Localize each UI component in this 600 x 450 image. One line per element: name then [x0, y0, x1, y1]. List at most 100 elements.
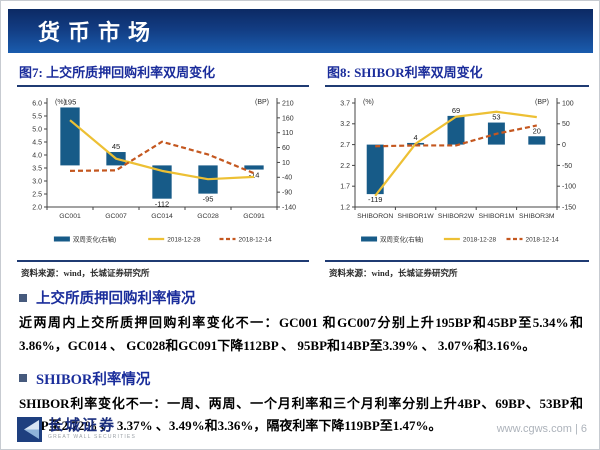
svg-text:1.7: 1.7: [340, 184, 350, 191]
svg-text:2.0: 2.0: [32, 204, 42, 211]
svg-text:1.2: 1.2: [340, 204, 350, 211]
figure-8-title: 图8: SHIBOR利率双周变化: [325, 61, 589, 87]
svg-text:-50: -50: [562, 163, 572, 170]
svg-text:GC091: GC091: [243, 213, 265, 220]
logo-name: 长城证券: [48, 416, 117, 434]
svg-text:(%): (%): [55, 99, 66, 106]
svg-text:45: 45: [112, 142, 120, 151]
svg-text:2.7: 2.7: [340, 142, 350, 149]
bar: [366, 144, 384, 195]
bar: [60, 107, 80, 166]
svg-text:4.5: 4.5: [32, 139, 42, 146]
figure-8-chart: 3.7 3.2 2.7 2.2 1.7 1.2 100 50 0 -50 -100 -150 (%) (B…: [340, 98, 576, 244]
svg-text:-150: -150: [562, 204, 576, 211]
svg-text:SHIBORON: SHIBORON: [357, 213, 393, 220]
svg-text:0: 0: [562, 142, 566, 149]
svg-text:20: 20: [533, 126, 541, 135]
section-repo-heading-label: 上交所质押回购利率情况: [36, 291, 196, 307]
figures-row: 图7: 上交所质押回购利率双周变化 6.0 5.5 5.0 4.5 4.0 3.5 3.0 2…: [17, 61, 589, 279]
company-logo: 长城证券 GREAT WALL SECURITIES: [17, 416, 136, 442]
svg-text:双周变化(右轴): 双周变化(右轴): [380, 235, 423, 244]
bar: [528, 136, 546, 145]
slide-header: 货币市场: [8, 9, 593, 53]
section-shibor-body: SHIBOR利率变化不一：一周、两周、一个月利率和三个月利率分别上升4BP、69…: [19, 395, 583, 434]
svg-text:(%): (%): [363, 99, 374, 106]
svg-text:2018-12-14: 2018-12-14: [239, 237, 273, 244]
svg-text:GC014: GC014: [151, 213, 173, 220]
bar: [447, 115, 465, 145]
svg-text:GC007: GC007: [105, 213, 127, 220]
svg-text:4.0: 4.0: [32, 152, 42, 159]
svg-text:53: 53: [492, 113, 500, 122]
svg-text:-112: -112: [155, 200, 169, 209]
svg-text:GC028: GC028: [197, 213, 219, 220]
bar-series: [366, 115, 546, 195]
line-series: [374, 110, 537, 197]
svg-text:SHIBOR1M: SHIBOR1M: [479, 213, 515, 220]
text-sections: 上交所质押回购利率情况 近两周内上交所质押回购利率变化不一：GC001 和GC0…: [19, 283, 583, 448]
svg-text:-40: -40: [282, 175, 292, 182]
svg-text:6.0: 6.0: [32, 100, 42, 107]
square-bullet-icon: [19, 374, 27, 382]
svg-text:3.7: 3.7: [340, 100, 350, 107]
line-series: [375, 124, 538, 148]
section-repo-body: 近两周内上交所质押回购利率变化不一：GC001 和GC007分别上升195BP和…: [19, 315, 583, 353]
svg-text:2018-12-28: 2018-12-28: [463, 237, 497, 244]
svg-text:3.5: 3.5: [32, 165, 42, 172]
bar-series: [60, 107, 264, 199]
svg-text:-95: -95: [203, 195, 214, 204]
page-url-and-number: www.cgws.com | 6: [496, 423, 587, 435]
svg-text:SHIBOR2W: SHIBOR2W: [438, 213, 475, 220]
svg-text:50: 50: [562, 121, 570, 128]
figure-8: 图8: SHIBOR利率双周变化 3.7 3.2 2.7 2.2 1.7 1.2 100 50…: [325, 61, 589, 279]
slide-footer: 长城证券 GREAT WALL SECURITIES www.cgws.com …: [17, 413, 587, 445]
svg-text:4: 4: [414, 133, 418, 142]
svg-text:2.5: 2.5: [32, 191, 42, 198]
bar: [244, 165, 264, 170]
bar: [152, 165, 172, 199]
svg-text:-90: -90: [282, 190, 292, 197]
svg-text:(BP): (BP): [535, 99, 549, 106]
great-wall-logo-icon: [17, 416, 42, 442]
figure-7-title: 图7: 上交所质押回购利率双周变化: [17, 61, 309, 87]
svg-text:-140: -140: [282, 204, 296, 211]
section-repo-heading: 上交所质押回购利率情况: [19, 287, 583, 308]
svg-text:60: 60: [282, 145, 290, 152]
page-title: 货币市场: [38, 20, 159, 46]
svg-text:100: 100: [562, 100, 574, 107]
svg-text:3.0: 3.0: [32, 178, 42, 185]
svg-text:GC001: GC001: [59, 213, 81, 220]
figure-7-source: 资料来源：wind，长城证券研究所: [17, 260, 309, 279]
svg-text:-100: -100: [562, 184, 576, 191]
chart-legend: 双周变化(右轴) 2018-12-28 2018-12-14: [361, 235, 559, 244]
logo-text-block: 长城证券 GREAT WALL SECURITIES: [48, 418, 136, 440]
figure-7-chart: 6.0 5.5 5.0 4.5 4.0 3.5 3.0 2.5 2.0 210 160 110 60 10…: [32, 97, 296, 244]
chart-legend: 双周变化(右轴) 2018-12-28 2018-12-14: [53, 235, 273, 244]
section-shibor-heading-label: SHIBOR利率情况: [36, 371, 151, 388]
section-shibor: SHIBOR利率情况 SHIBOR利率变化不一：一周、两周、一个月利率和三个月利…: [19, 368, 583, 439]
svg-text:195: 195: [64, 97, 77, 106]
svg-text:-119: -119: [368, 195, 382, 204]
svg-text:SHIBOR3M: SHIBOR3M: [519, 213, 555, 220]
svg-text:160: 160: [282, 115, 294, 122]
svg-text:3.2: 3.2: [340, 121, 350, 128]
section-repo: 上交所质押回购利率情况 近两周内上交所质押回购利率变化不一：GC001 和GC0…: [19, 287, 583, 358]
section-shibor-heading: SHIBOR利率情况: [19, 368, 583, 389]
svg-text:110: 110: [282, 130, 293, 137]
svg-text:双周变化(右轴): 双周变化(右轴): [73, 235, 116, 244]
figure-7: 图7: 上交所质押回购利率双周变化 6.0 5.5 5.0 4.5 4.0 3.5 3.0 2…: [17, 61, 309, 279]
logo-subtitle: GREAT WALL SECURITIES: [48, 434, 136, 440]
svg-text:2018-12-28: 2018-12-28: [167, 237, 201, 244]
svg-text:(BP): (BP): [255, 99, 269, 106]
square-bullet-icon: [19, 293, 27, 302]
svg-text:69: 69: [452, 106, 460, 115]
svg-text:-14: -14: [249, 171, 260, 180]
svg-text:210: 210: [282, 100, 294, 107]
figure-8-source: 资料来源：wind，长城证券研究所: [325, 260, 589, 279]
svg-text:5.5: 5.5: [32, 113, 42, 120]
svg-text:2.2: 2.2: [340, 163, 350, 170]
svg-text:5.0: 5.0: [32, 126, 42, 133]
svg-text:10: 10: [282, 160, 290, 167]
svg-text:SHIBOR1W: SHIBOR1W: [397, 213, 434, 220]
